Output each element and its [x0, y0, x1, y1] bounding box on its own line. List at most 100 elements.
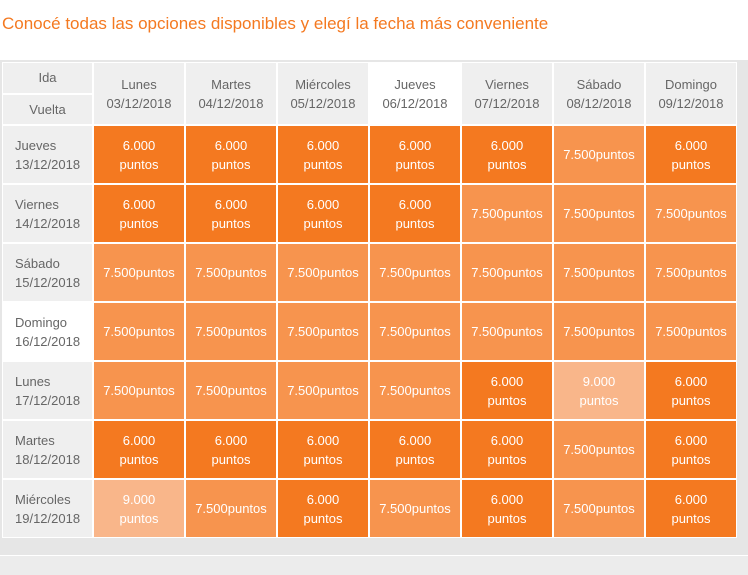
column-header[interactable]: Sábado 08/12/2018: [553, 62, 645, 125]
price-text: 7.500puntos: [655, 265, 727, 280]
column-header[interactable]: Martes 04/12/2018: [185, 62, 277, 125]
price-text: 7.500puntos: [103, 265, 175, 280]
price-cell[interactable]: 7.500puntos: [369, 243, 461, 302]
day: Jueves: [15, 137, 57, 153]
price-text: 6.000: [306, 491, 340, 507]
date: 06/12/2018: [382, 95, 448, 111]
price-cell[interactable]: 7.500puntos: [645, 302, 737, 361]
row-header[interactable]: Martes 18/12/2018: [2, 420, 93, 479]
price-text: 6.000: [122, 432, 156, 448]
day: Miércoles: [295, 76, 351, 92]
price-text: 7.500puntos: [563, 501, 635, 516]
date: 04/12/2018: [198, 95, 264, 111]
price-cell[interactable]: 7.500puntos: [185, 361, 277, 420]
date: 17/12/2018: [15, 392, 81, 408]
price-text: 6.000: [122, 137, 156, 153]
price-cell[interactable]: 6.000 puntos: [277, 184, 369, 243]
price-cell[interactable]: 7.500puntos: [277, 302, 369, 361]
price-cell[interactable]: 6.000 puntos: [185, 420, 277, 479]
price-text: puntos: [487, 510, 527, 526]
price-cell[interactable]: 6.000 puntos: [645, 361, 737, 420]
price-table: Ida Vuelta Lunes 03/12/2018 Martes 04/12/2018…: [0, 60, 748, 555]
column-header[interactable]: Miércoles 05/12/2018: [277, 62, 369, 125]
price-text: 7.500puntos: [563, 206, 635, 221]
price-cell[interactable]: 6.000 puntos: [277, 125, 369, 184]
price-text: 7.500puntos: [379, 265, 451, 280]
price-cell[interactable]: 7.500puntos: [277, 361, 369, 420]
price-cell[interactable]: 6.000 puntos: [645, 125, 737, 184]
price-text: 7.500puntos: [655, 324, 727, 339]
price-text: 9.000: [122, 491, 156, 507]
price-cell[interactable]: 6.000 puntos: [93, 420, 185, 479]
date: 03/12/2018: [106, 95, 172, 111]
price-cell[interactable]: 6.000 puntos: [461, 479, 553, 538]
column-header[interactable]: Viernes 07/12/2018: [461, 62, 553, 125]
price-cell[interactable]: 6.000 puntos: [277, 420, 369, 479]
price-cell[interactable]: 7.500puntos: [369, 479, 461, 538]
price-cell[interactable]: 6.000 puntos: [369, 125, 461, 184]
date: 15/12/2018: [15, 274, 81, 290]
row-header[interactable]: Lunes 17/12/2018: [2, 361, 93, 420]
price-cell[interactable]: 6.000 puntos: [645, 420, 737, 479]
price-cell[interactable]: 6.000 puntos: [645, 479, 737, 538]
price-cell[interactable]: 7.500puntos: [369, 361, 461, 420]
price-text: puntos: [487, 392, 527, 408]
price-cell[interactable]: 7.500puntos: [553, 184, 645, 243]
price-text: 7.500puntos: [287, 265, 359, 280]
day: Viernes: [485, 76, 529, 92]
day: Miércoles: [15, 491, 71, 507]
price-cell[interactable]: 9.000 puntos: [93, 479, 185, 538]
price-text: 6.000: [490, 432, 524, 448]
row-header[interactable]: Viernes 14/12/2018: [2, 184, 93, 243]
price-text: 6.000: [122, 196, 156, 212]
day: Martes: [211, 76, 251, 92]
price-cell[interactable]: 7.500puntos: [553, 302, 645, 361]
price-cell[interactable]: 7.500puntos: [553, 420, 645, 479]
price-text: puntos: [579, 392, 619, 408]
price-cell[interactable]: 6.000 puntos: [461, 125, 553, 184]
price-cell[interactable]: 7.500puntos: [461, 302, 553, 361]
price-cell[interactable]: 7.500puntos: [645, 243, 737, 302]
price-cell[interactable]: 7.500puntos: [93, 302, 185, 361]
price-cell[interactable]: 6.000 puntos: [185, 184, 277, 243]
price-cell[interactable]: 9.000 puntos: [553, 361, 645, 420]
price-text: 6.000: [306, 196, 340, 212]
price-cell[interactable]: 6.000 puntos: [93, 184, 185, 243]
price-cell[interactable]: 6.000 puntos: [93, 125, 185, 184]
price-cell[interactable]: 7.500puntos: [553, 479, 645, 538]
row-header[interactable]: Domingo 16/12/2018: [2, 302, 93, 361]
price-cell[interactable]: 7.500puntos: [185, 243, 277, 302]
column-header[interactable]: Lunes 03/12/2018: [93, 62, 185, 125]
price-text: 6.000: [490, 373, 524, 389]
price-cell[interactable]: 7.500puntos: [461, 243, 553, 302]
price-text: puntos: [303, 215, 343, 231]
price-cell[interactable]: 7.500puntos: [277, 243, 369, 302]
price-cell[interactable]: 6.000 puntos: [461, 361, 553, 420]
price-cell[interactable]: 7.500puntos: [93, 361, 185, 420]
price-cell[interactable]: 6.000 puntos: [369, 184, 461, 243]
price-text: 7.500puntos: [379, 501, 451, 516]
price-cell[interactable]: 7.500puntos: [553, 243, 645, 302]
row-header[interactable]: Sábado 15/12/2018: [2, 243, 93, 302]
price-cell[interactable]: 7.500puntos: [461, 184, 553, 243]
date: 13/12/2018: [15, 156, 81, 172]
day: Sábado: [576, 76, 622, 92]
price-cell[interactable]: 7.500puntos: [93, 243, 185, 302]
row-header[interactable]: Jueves 13/12/2018: [2, 125, 93, 184]
price-cell[interactable]: 6.000 puntos: [185, 125, 277, 184]
price-cell[interactable]: 7.500puntos: [553, 125, 645, 184]
price-cell[interactable]: 7.500puntos: [369, 302, 461, 361]
price-text: 7.500puntos: [195, 501, 267, 516]
price-text: 6.000: [674, 432, 708, 448]
day: Viernes: [15, 196, 59, 212]
price-cell[interactable]: 7.500puntos: [185, 302, 277, 361]
column-header[interactable]: Domingo 09/12/2018: [645, 62, 737, 125]
column-header[interactable]: Jueves 06/12/2018: [369, 62, 461, 125]
row-header[interactable]: Miércoles 19/12/2018: [2, 479, 93, 538]
price-cell[interactable]: 6.000 puntos: [369, 420, 461, 479]
price-cell[interactable]: 7.500puntos: [185, 479, 277, 538]
price-cell[interactable]: 6.000 puntos: [461, 420, 553, 479]
price-cell[interactable]: 7.500puntos: [645, 184, 737, 243]
price-text: puntos: [211, 451, 251, 467]
price-cell[interactable]: 6.000 puntos: [277, 479, 369, 538]
